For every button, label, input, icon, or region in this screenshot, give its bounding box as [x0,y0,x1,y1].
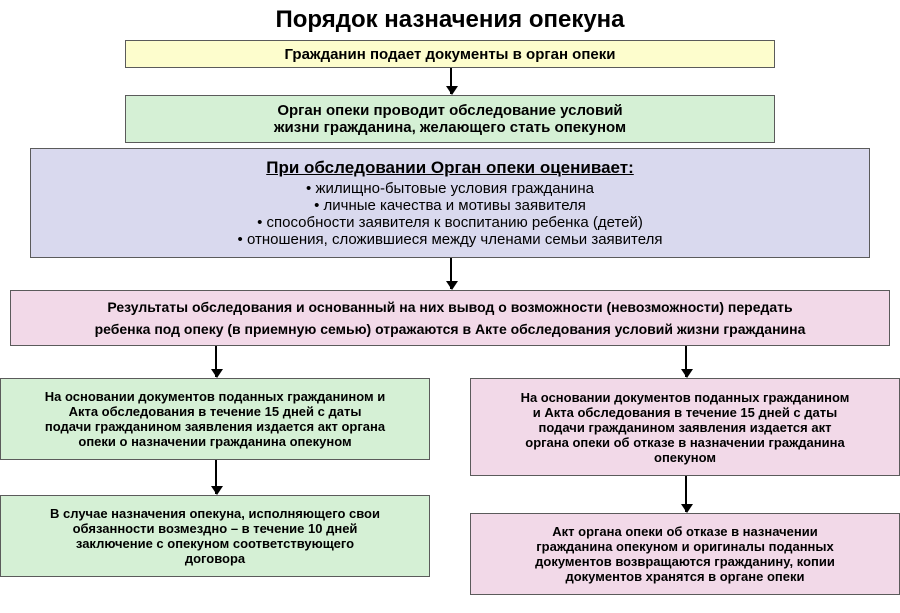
bullet-item: • способности заявителя к воспитанию реб… [257,214,643,231]
box-line: опеки о назначении гражданина опекуном [9,434,421,449]
box-line: Акт органа опеки об отказе в назначении [479,524,891,539]
box-step-3-evaluation: При обследовании Орган опеки оценивает: … [30,148,870,258]
bullet-item: • личные качества и мотивы заявителя [314,197,586,214]
box-subtitle: При обследовании Орган опеки оценивает: [266,158,634,178]
box-line: Акта обследования в течение 15 дней с да… [9,404,421,419]
box-line: обязанности возмездно – в течение 10 дне… [9,521,421,536]
flow-arrow [215,346,217,377]
box-line: документов хранятся в органе опеки [479,569,891,584]
box-line: Результаты обследования и основанный на … [19,296,881,318]
box-line: документов возвращаются гражданину, копи… [479,554,891,569]
box-line: В случае назначения опекуна, исполняющег… [9,506,421,521]
box-line: органа опеки об отказе в назначении граж… [479,435,891,450]
box-line: ребенка под опеку (в приемную семью) отр… [19,318,881,340]
bullet-item: • жилищно-бытовые условия гражданина [306,180,594,197]
box-line: На основании документов поданных граждан… [9,389,421,404]
flow-arrow [450,68,452,94]
box-line: На основании документов поданных граждан… [479,390,891,405]
box-left-contract: В случае назначения опекуна, исполняющег… [0,495,430,577]
box-right-refuse-act: На основании документов поданных граждан… [470,378,900,476]
box-line: Орган опеки проводит обследование услови… [134,102,766,119]
box-left-approve-act: На основании документов поданных граждан… [0,378,430,460]
bullet-item: • отношения, сложившиеся между членами с… [238,231,663,248]
title-text: Порядок назначения опекуна [275,6,624,33]
box-line: договора [9,551,421,566]
box-line: жизни гражданина, желающего стать опекун… [134,119,766,136]
box-line: подачи гражданином заявления издается ак… [479,420,891,435]
box-line: и Акта обследования в течение 15 дней с … [479,405,891,420]
box-step-2-survey: Орган опеки проводит обследование услови… [125,95,775,143]
box-line: заключение с опекуном соответствующего [9,536,421,551]
box-line: подачи гражданином заявления издается ак… [9,419,421,434]
box-line: опекуном [479,450,891,465]
box-line: гражданина опекуном и оригиналы поданных [479,539,891,554]
box-step-4-results-act: Результаты обследования и основанный на … [10,290,890,346]
diagram-title: Порядок назначения опекуна [0,6,900,34]
flow-arrow [685,346,687,377]
box-step-1-submit-docs: Гражданин подает документы в орган опеки [125,40,775,68]
flow-arrow [215,460,217,494]
flow-arrow [450,258,452,289]
box-right-return-docs: Акт органа опеки об отказе в назначении … [470,513,900,595]
box-text: Гражданин подает документы в орган опеки [134,46,766,63]
flow-arrow [685,476,687,512]
